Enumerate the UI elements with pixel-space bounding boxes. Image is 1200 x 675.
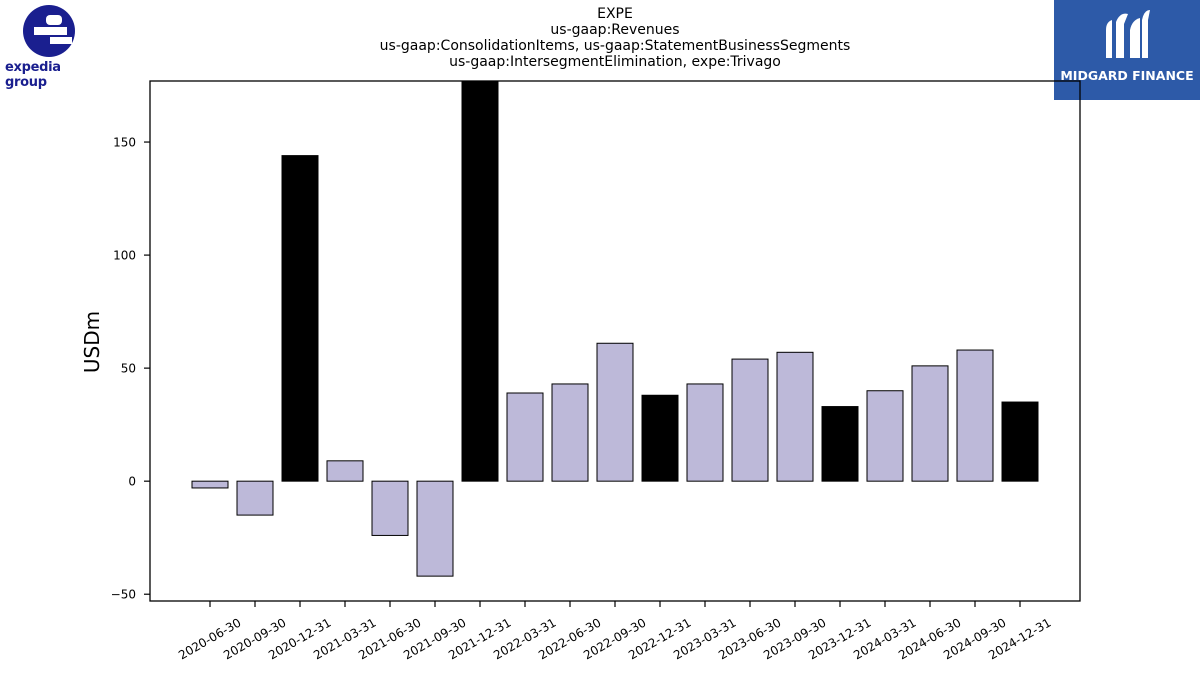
bar-2022-09-30	[597, 343, 633, 481]
y-tick-label: 100	[113, 249, 136, 263]
bar-2023-09-30	[777, 352, 813, 481]
bar-2023-03-31	[687, 384, 723, 481]
bar-2022-12-31	[642, 395, 678, 481]
bar-2021-03-31	[327, 461, 363, 481]
bar-2020-12-31	[282, 156, 318, 482]
bar-2024-06-30	[912, 366, 948, 481]
bar-2021-09-30	[417, 481, 453, 576]
bar-2021-06-30	[372, 481, 408, 535]
bar-2024-03-31	[867, 391, 903, 481]
y-tick-label: −50	[111, 588, 136, 602]
bar-2020-09-30	[237, 481, 273, 515]
bar-2024-12-31	[1002, 402, 1038, 481]
bar-chart: −500501001502020-06-302020-09-302020-12-…	[0, 0, 1200, 675]
bar-2023-12-31	[822, 407, 858, 482]
y-tick-label: 50	[121, 362, 136, 376]
y-tick-label: 0	[128, 475, 136, 489]
y-axis-label: USDm	[80, 311, 104, 373]
y-tick-label: 150	[113, 136, 136, 150]
bar-2022-06-30	[552, 384, 588, 481]
bar-2022-03-31	[507, 393, 543, 481]
bar-2023-06-30	[732, 359, 768, 481]
bar-2020-06-30	[192, 481, 228, 488]
bar-2021-12-31	[462, 74, 498, 481]
bar-2024-09-30	[957, 350, 993, 481]
